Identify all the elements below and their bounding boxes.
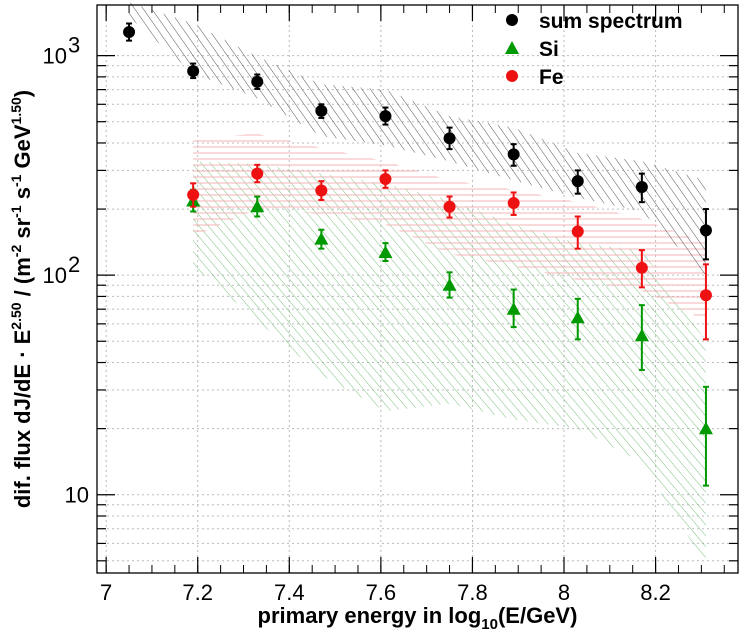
band-sum-spectrum (129, 2, 706, 276)
point-fe (251, 167, 264, 180)
y-axis-label: dif. flux dJ/dE · E (10, 330, 35, 508)
point-fe (443, 200, 456, 213)
point-fe (571, 225, 584, 238)
point-si (634, 328, 649, 342)
y-tick-exponent: 3 (68, 33, 80, 58)
point-si (506, 302, 521, 315)
point-sum-spectrum (123, 26, 136, 39)
y-axis-unit-exponent: 1.50 (8, 97, 24, 124)
legend-label-sum-spectrum: sum spectrum (539, 10, 683, 33)
plot-frame (96, 4, 739, 574)
point-fe (635, 261, 648, 274)
point-sum-spectrum (571, 175, 584, 188)
point-sum-spectrum (187, 65, 200, 78)
point-fe (379, 173, 392, 186)
y-axis-unit-exponent: -1 (8, 205, 24, 218)
point-si (442, 278, 457, 291)
legend-label-si: Si (539, 38, 559, 61)
point-si (250, 199, 265, 213)
legend-marker-si (505, 41, 519, 54)
x-tick-label: 7.2 (182, 580, 213, 605)
y-axis-exponent: 2.50 (8, 302, 24, 329)
point-si (378, 245, 393, 258)
legend-label-fe: Fe (539, 66, 564, 89)
x-tick-label: 7.4 (274, 580, 305, 605)
uncertainty-bands (129, 2, 706, 565)
y-axis-unit: / (m (10, 257, 35, 302)
point-fe (187, 188, 200, 201)
point-sum-spectrum (699, 224, 712, 237)
point-fe (507, 197, 520, 210)
y-axis-title: dif. flux dJ/dE · E2.50 / (m-2 sr-1 s-1 … (8, 90, 35, 508)
x-tick-label: 7 (100, 580, 112, 605)
point-sum-spectrum (507, 148, 520, 161)
point-si (570, 310, 585, 324)
point-sum-spectrum (443, 132, 456, 145)
y-tick-exponent: 2 (68, 252, 80, 277)
x-tick-label: 7.8 (457, 580, 488, 605)
legend-marker-fe (506, 70, 518, 82)
point-sum-spectrum (315, 104, 328, 117)
point-fe (699, 289, 712, 302)
point-si (314, 232, 329, 245)
y-axis-unit: ) (10, 90, 35, 97)
x-tick-label: 7.6 (366, 580, 397, 605)
point-sum-spectrum (251, 75, 264, 88)
y-tick-label: 10 (43, 44, 67, 69)
y-axis-unit: GeV (10, 124, 35, 174)
x-axis-title: primary energy in log10(E/GeV) (258, 603, 578, 633)
x-tick-label: 8 (558, 580, 570, 605)
data-points (123, 22, 713, 487)
y-axis-unit: sr (10, 217, 35, 244)
legend: sum spectrum Si Fe (505, 10, 683, 89)
point-fe (315, 184, 328, 197)
y-axis-unit: s (10, 187, 35, 205)
x-tick-label: 8.2 (640, 580, 671, 605)
legend-marker-sum-spectrum (506, 14, 518, 26)
point-sum-spectrum (635, 181, 648, 194)
point-sum-spectrum (379, 110, 392, 123)
point-si (698, 421, 713, 435)
y-tick-label: 10 (43, 263, 67, 288)
y-tick-label: 10 (65, 483, 89, 508)
y-axis-unit-exponent: -2 (8, 245, 24, 258)
y-axis-unit-exponent: -1 (8, 174, 24, 187)
